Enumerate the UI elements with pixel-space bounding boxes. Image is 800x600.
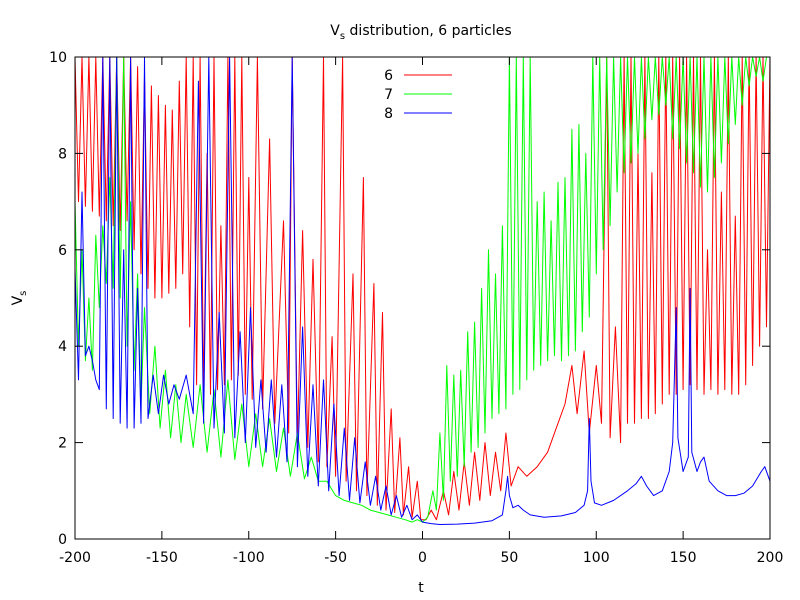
y-tick-label: 0 [58, 532, 67, 548]
x-tick-label: 200 [757, 550, 784, 566]
x-tick-label: 150 [670, 550, 697, 566]
ticks-group: -200 -150 -100 -50 0 50 100 150 200 0 2 4 6 8 10 [49, 50, 783, 566]
y-axis-label-subscript: s [18, 291, 29, 296]
legend-label-7: 7 [384, 87, 393, 103]
series-line-8 [74, 56, 771, 525]
y-axis-label-main: V [10, 295, 26, 305]
x-tick-label: -200 [59, 550, 91, 566]
y-tick-label: 10 [49, 50, 67, 66]
title-subscript: s [340, 31, 345, 42]
x-tick-label: -150 [146, 550, 178, 566]
y-tick-label: 6 [58, 243, 67, 259]
x-tick-label: 100 [583, 550, 610, 566]
series-line-7 [74, 56, 770, 523]
x-axis-label: t [418, 580, 424, 596]
x-tick-label: 50 [500, 550, 518, 566]
title-main: V [330, 23, 340, 39]
series-group [74, 56, 771, 525]
title-rest: distribution, 6 particles [345, 23, 512, 39]
y-axis-label: Vs [10, 291, 29, 306]
chart-title: Vs distribution, 6 particles [330, 23, 511, 42]
y-tick-label: 2 [58, 436, 67, 452]
x-tick-label: 0 [418, 550, 427, 566]
legend-label-8: 8 [384, 106, 393, 122]
legend-label-6: 6 [384, 68, 393, 84]
legend: 6 7 8 [384, 68, 452, 122]
y-tick-label: 4 [58, 339, 67, 355]
x-tick-label: -50 [324, 550, 347, 566]
x-tick-label: -100 [233, 550, 265, 566]
y-tick-label: 8 [58, 146, 67, 162]
